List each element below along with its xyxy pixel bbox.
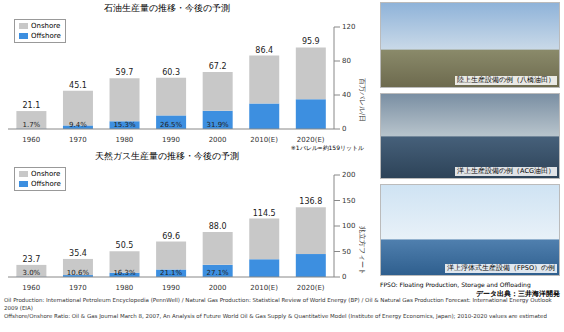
svg-text:27.1%: 27.1%: [207, 269, 230, 277]
svg-text:3.0%: 3.0%: [22, 269, 40, 277]
svg-text:2000: 2000: [209, 284, 227, 291]
svg-text:45.1: 45.1: [69, 81, 87, 90]
svg-text:31.9%: 31.9%: [207, 121, 230, 129]
svg-text:1960: 1960: [22, 284, 40, 291]
html-text:FPSO: Floating Production, Sto: FPSO: Floating Production, Storage and O…: [380, 281, 531, 288]
svg-text:26.5%: 26.5%: [160, 121, 183, 129]
svg-text:1980: 1980: [116, 284, 134, 291]
svg-text:1990: 1990: [162, 284, 180, 291]
svg-text:136.8: 136.8: [299, 197, 322, 206]
svg-text:35.4: 35.4: [69, 249, 87, 258]
html-text:Offshore: Offshore: [31, 180, 61, 188]
svg-text:200: 200: [342, 171, 355, 179]
svg-text:59.7: 59.7: [116, 68, 134, 77]
svg-text:21.1%: 21.1%: [160, 269, 183, 277]
svg-text:50: 50: [342, 248, 351, 256]
svg-text:69.6: 69.6: [162, 232, 180, 241]
html-text:洋上浮体式生産設備（FPSO）の例: 洋上浮体式生産設備（FPSO）の例: [447, 264, 555, 272]
svg-text:150: 150: [342, 197, 355, 205]
svg-text:2010(E): 2010(E): [250, 284, 278, 291]
svg-text:100: 100: [342, 222, 355, 230]
html-text:Onshore: Onshore: [31, 22, 61, 30]
svg-text:67.2: 67.2: [209, 62, 227, 71]
svg-text:2020(E): 2020(E): [297, 284, 325, 291]
svg-text:2020(E): 2020(E): [297, 136, 325, 143]
svg-text:1990: 1990: [162, 136, 180, 143]
svg-text:1970: 1970: [69, 284, 87, 291]
svg-text:10.6%: 10.6%: [67, 269, 90, 277]
svg-text:60.3: 60.3: [162, 68, 180, 77]
svg-text:40: 40: [342, 91, 351, 99]
svg-text:0: 0: [342, 125, 346, 133]
svg-text:120: 120: [342, 23, 355, 31]
svg-text:9.4%: 9.4%: [69, 121, 87, 129]
html-text:洋上生産設備の例（ACG油田）: 洋上生産設備の例（ACG油田）: [457, 167, 555, 175]
svg-text:95.9: 95.9: [302, 37, 320, 46]
svg-text:15.3%: 15.3%: [113, 121, 136, 129]
html-text:Offshore/Onshore Ratio: Oil &: Offshore/Onshore Ratio: Oil & Gas Journa…: [4, 313, 547, 319]
svg-text:23.7: 23.7: [22, 255, 40, 264]
svg-text:2000: 2000: [209, 136, 227, 143]
html-text:Offshore: Offshore: [31, 32, 61, 40]
svg-text:114.5: 114.5: [253, 209, 276, 218]
svg-text:1.7%: 1.7%: [22, 121, 40, 129]
svg-text:80: 80: [342, 57, 351, 65]
html-text:データ出典：三井海洋開発: データ出典：三井海洋開発: [476, 290, 560, 298]
svg-text:2010(E): 2010(E): [250, 136, 278, 143]
svg-text:16.3%: 16.3%: [113, 269, 136, 277]
html-text:石油生産量の推移・今後の予測: 石油生産量の推移・今後の予測: [104, 3, 230, 13]
svg-text:1960: 1960: [22, 136, 40, 143]
svg-text:86.4: 86.4: [255, 46, 273, 55]
html-text:Onshore: Onshore: [31, 170, 61, 178]
svg-text:1980: 1980: [116, 136, 134, 143]
svg-text:1970: 1970: [69, 136, 87, 143]
svg-text:88.0: 88.0: [209, 222, 227, 231]
svg-text:兆立方フィート: 兆立方フィート: [358, 226, 366, 275]
html-text:天然ガス生産量の推移・今後の予測: 天然ガス生産量の推移・今後の予測: [95, 151, 239, 161]
svg-text:21.1: 21.1: [22, 101, 40, 110]
html-text:Oil Production: International: Oil Production: International Petroleum …: [4, 297, 552, 311]
html-text:※1バレル=約159リットル: ※1バレル=約159リットル: [290, 144, 364, 151]
html-text:陸上生産設備の例（八橋油田）: 陸上生産設備の例（八橋油田）: [457, 76, 555, 84]
svg-text:0: 0: [342, 273, 346, 281]
svg-text:50.5: 50.5: [116, 241, 134, 250]
svg-text:百万バレル/日: 百万バレル/日: [358, 78, 366, 122]
